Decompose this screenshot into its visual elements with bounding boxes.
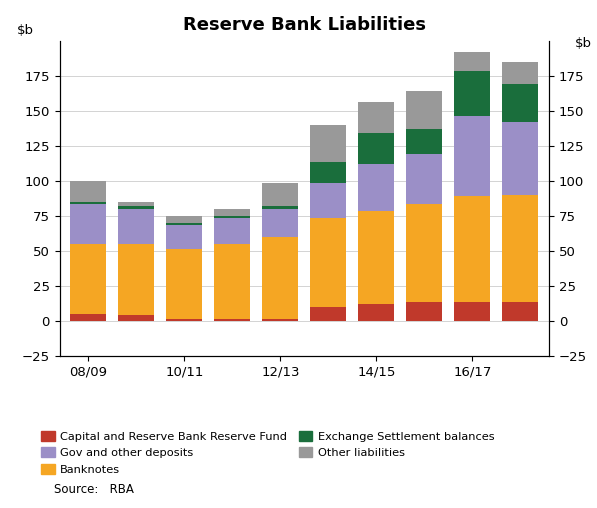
Bar: [454, 52, 491, 72]
Bar: [310, 183, 346, 218]
Bar: [407, 302, 442, 321]
Bar: [167, 223, 202, 226]
Legend: Capital and Reserve Bank Reserve Fund, Gov and other deposits, Banknotes, Exchan: Capital and Reserve Bank Reserve Fund, G…: [41, 431, 495, 475]
Bar: [407, 129, 442, 154]
Bar: [70, 181, 106, 202]
Bar: [503, 61, 538, 84]
Bar: [118, 206, 155, 209]
Bar: [118, 244, 155, 315]
Title: Reserve Bank Liabilities: Reserve Bank Liabilities: [183, 16, 426, 34]
Bar: [358, 133, 395, 164]
Bar: [70, 244, 106, 313]
Bar: [214, 218, 251, 244]
Bar: [70, 204, 106, 244]
Bar: [118, 202, 155, 206]
Bar: [358, 304, 395, 321]
Text: Source:   RBA: Source: RBA: [54, 483, 134, 496]
Bar: [310, 218, 346, 307]
Bar: [167, 249, 202, 319]
Bar: [70, 313, 106, 321]
Bar: [214, 215, 251, 218]
Bar: [167, 215, 202, 223]
Bar: [214, 319, 251, 321]
Y-axis label: $b: $b: [17, 24, 34, 38]
Bar: [454, 116, 491, 196]
Bar: [214, 244, 251, 319]
Bar: [118, 209, 155, 244]
Bar: [503, 84, 538, 122]
Bar: [263, 183, 298, 206]
Bar: [214, 209, 251, 215]
Bar: [503, 302, 538, 321]
Bar: [263, 209, 298, 237]
Bar: [263, 237, 298, 319]
Bar: [503, 122, 538, 195]
Bar: [263, 206, 298, 209]
Bar: [407, 154, 442, 204]
Bar: [358, 102, 395, 133]
Bar: [454, 196, 491, 302]
Bar: [70, 202, 106, 204]
Bar: [167, 226, 202, 249]
Bar: [310, 124, 346, 163]
Bar: [167, 319, 202, 321]
Bar: [263, 319, 298, 321]
Bar: [503, 195, 538, 302]
Bar: [407, 91, 442, 129]
Bar: [358, 164, 395, 211]
Bar: [454, 302, 491, 321]
Bar: [407, 204, 442, 302]
Y-axis label: $b: $b: [575, 38, 592, 50]
Bar: [358, 211, 395, 304]
Bar: [310, 307, 346, 321]
Bar: [310, 163, 346, 183]
Bar: [454, 72, 491, 116]
Bar: [118, 315, 155, 321]
